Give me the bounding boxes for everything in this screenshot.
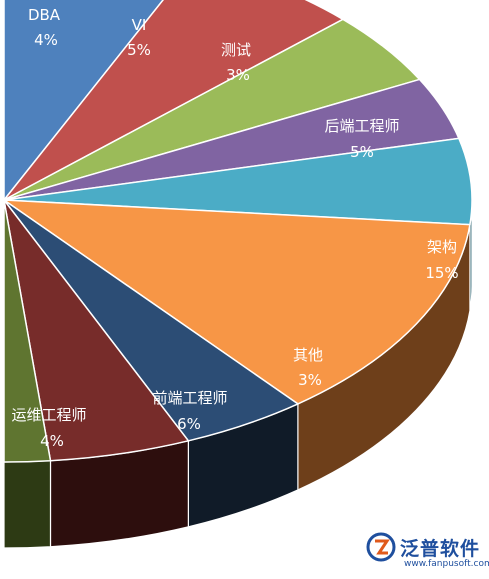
slice-label-9: 运维工程师 — [11, 406, 86, 424]
pie-labels: DBA 4% VI 5% 测试 3% 后端工程师 5% 架构 15% 其他 3% 前端工程师 6% 运维工程… — [11, 6, 458, 450]
logo-name: 泛普软件 — [400, 538, 481, 560]
slice-percent-9: 4% — [40, 432, 64, 450]
watermark-logo: 泛普软件 www.fanpusoft.com — [366, 530, 489, 574]
slice-percent-5: 5% — [350, 143, 374, 161]
logo-icon — [366, 532, 396, 562]
slice-label-1: DBA — [28, 6, 61, 24]
pie-slice-6 — [1, 199, 471, 405]
slice-label-2: VI — [132, 16, 147, 34]
pie-side-faces — [3, 199, 473, 549]
slice-percent-6: 15% — [425, 264, 458, 282]
slice-label-3: 测试 — [221, 41, 251, 59]
pie-slice-1 — [3, 0, 165, 203]
slice-percent-2: 5% — [127, 41, 151, 59]
pie-slice-9 — [3, 199, 52, 463]
pie-slice-5 — [3, 137, 473, 226]
slice-percent-7: 3% — [298, 371, 322, 389]
pie-side-9 — [3, 460, 52, 549]
slice-percent-1: 4% — [34, 31, 58, 49]
slice-label-6: 架构 — [427, 238, 457, 256]
slice-percent-3: 3% — [226, 66, 250, 84]
slice-label-7: 其他 — [293, 346, 323, 364]
slice-label-5: 后端工程师 — [324, 117, 399, 135]
slice-percent-8: 6% — [177, 415, 201, 433]
slice-label-8: 前端工程师 — [152, 389, 227, 407]
pie-top-faces — [1, 0, 473, 463]
logo-site: www.fanpusoft.com — [404, 559, 489, 569]
pie-slice-2 — [3, 0, 345, 201]
